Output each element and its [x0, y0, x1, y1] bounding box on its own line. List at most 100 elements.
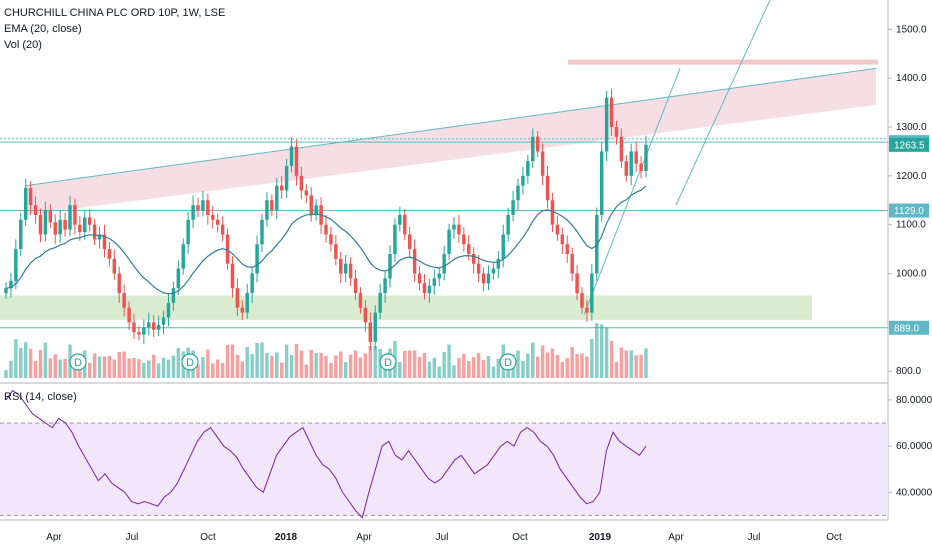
candle-body — [63, 219, 67, 230]
candle-body — [565, 244, 569, 254]
legend-ema[interactable]: EMA (20, close) — [4, 23, 82, 35]
candle-body — [255, 244, 259, 274]
candle-body — [471, 254, 476, 264]
volume-bar — [481, 360, 486, 378]
legend-rsi[interactable]: RSI (14, close) — [4, 391, 77, 403]
resistance-zone — [568, 59, 878, 65]
candle-body — [619, 136, 624, 162]
volume-bar — [560, 362, 565, 378]
candle-body — [156, 324, 161, 330]
volume-bar — [467, 361, 471, 378]
price-axis[interactable]: 1500.0 1400.0 1300.0 1200.0 1100.0 1000.0 800.… — [888, 24, 929, 377]
volume-bar — [619, 347, 624, 378]
candle-body — [245, 293, 249, 313]
price-label-1129.0: 1129.0 — [889, 203, 929, 218]
candle-body — [304, 190, 309, 196]
candle-body — [220, 224, 225, 235]
volume-bar — [422, 353, 427, 378]
rsi-axis[interactable]: 80.0000 60.0000 40.0000 — [888, 395, 932, 498]
candle-body — [644, 144, 648, 171]
candle-body — [442, 254, 446, 274]
volume-bar — [260, 342, 264, 378]
time-label-apr: Apr — [668, 532, 684, 543]
candle-body — [348, 263, 353, 279]
candle-body — [211, 214, 215, 220]
time-label-jul: Jul — [748, 532, 761, 543]
dividend-marker: D — [379, 353, 397, 371]
candle-body — [68, 205, 72, 230]
candle-body — [526, 161, 530, 176]
candle-body — [412, 249, 417, 274]
dividend-marker-label: D — [384, 357, 392, 369]
candle-body — [555, 224, 560, 235]
candle-body — [476, 263, 481, 274]
volume-bar — [521, 361, 525, 378]
candle-body — [97, 234, 102, 240]
candle-body — [407, 234, 412, 250]
volume-bar — [151, 354, 156, 378]
volume-bar — [462, 354, 466, 378]
candle-body — [250, 273, 254, 294]
candle-body — [87, 217, 92, 225]
volume-bar — [33, 361, 38, 378]
candle-body — [235, 288, 240, 308]
dividend-marker: D — [499, 353, 517, 371]
price-tick-label: 1400.0 — [896, 73, 927, 84]
candle-body — [343, 263, 348, 274]
candle-body — [186, 219, 190, 245]
volume-bar — [407, 350, 412, 378]
legend-symbol[interactable]: CHURCHILL CHINA PLC ORD 10P, 1W, LSE — [4, 7, 226, 19]
volume-bar — [565, 358, 569, 378]
price-tick-label: 1200.0 — [896, 171, 927, 182]
volume-bar — [215, 359, 220, 378]
volume-bar — [599, 324, 604, 378]
volume-bar — [639, 354, 643, 378]
candle-body — [122, 293, 126, 308]
volume-bar — [132, 358, 136, 378]
volume-bar — [526, 353, 530, 378]
candle-body — [19, 219, 23, 250]
candle-body — [201, 200, 205, 211]
volume-bar — [161, 357, 166, 378]
candle-body — [590, 273, 594, 313]
time-label-oct: Oct — [512, 532, 528, 543]
volume-bar — [614, 362, 619, 378]
volume-bar — [417, 357, 422, 378]
price-label-889.0: 889.0 — [889, 320, 929, 335]
candle-body — [166, 302, 171, 318]
candle-body — [299, 175, 304, 191]
candle-body — [107, 249, 112, 259]
candle-body — [176, 268, 181, 289]
volume-bar — [270, 356, 274, 378]
volume-bar — [339, 351, 343, 378]
candle-body — [294, 146, 299, 176]
volume-bar — [353, 350, 358, 378]
volume-bar — [531, 342, 535, 378]
candle-body — [191, 205, 195, 220]
legend-vol[interactable]: Vol (20) — [4, 39, 42, 51]
candle-body — [181, 244, 185, 269]
candle-body — [398, 214, 402, 225]
volume-bar — [14, 339, 18, 378]
rsi-tick-label: 80.0000 — [896, 395, 932, 406]
candle-body — [260, 219, 264, 245]
volume-bar — [585, 356, 589, 378]
volume-bar — [265, 353, 269, 378]
volume-bar — [432, 357, 437, 378]
volume-bar — [206, 349, 210, 378]
volume-bar — [412, 350, 417, 378]
volume-bar — [176, 348, 181, 378]
candle-body — [137, 332, 141, 335]
price-label-text: 889.0 — [894, 323, 919, 334]
candle-body — [531, 136, 535, 162]
candle-body — [437, 273, 441, 279]
volume-bar — [634, 355, 638, 378]
time-axis[interactable]: Apr Jul Oct 2018 Apr Jul Oct 2019 Apr Jul Oct — [46, 532, 842, 543]
candle-body — [23, 188, 28, 220]
candle-body — [147, 322, 151, 328]
volume-bar — [279, 362, 284, 378]
volume-bar — [545, 352, 550, 378]
volume-bar — [211, 363, 215, 378]
